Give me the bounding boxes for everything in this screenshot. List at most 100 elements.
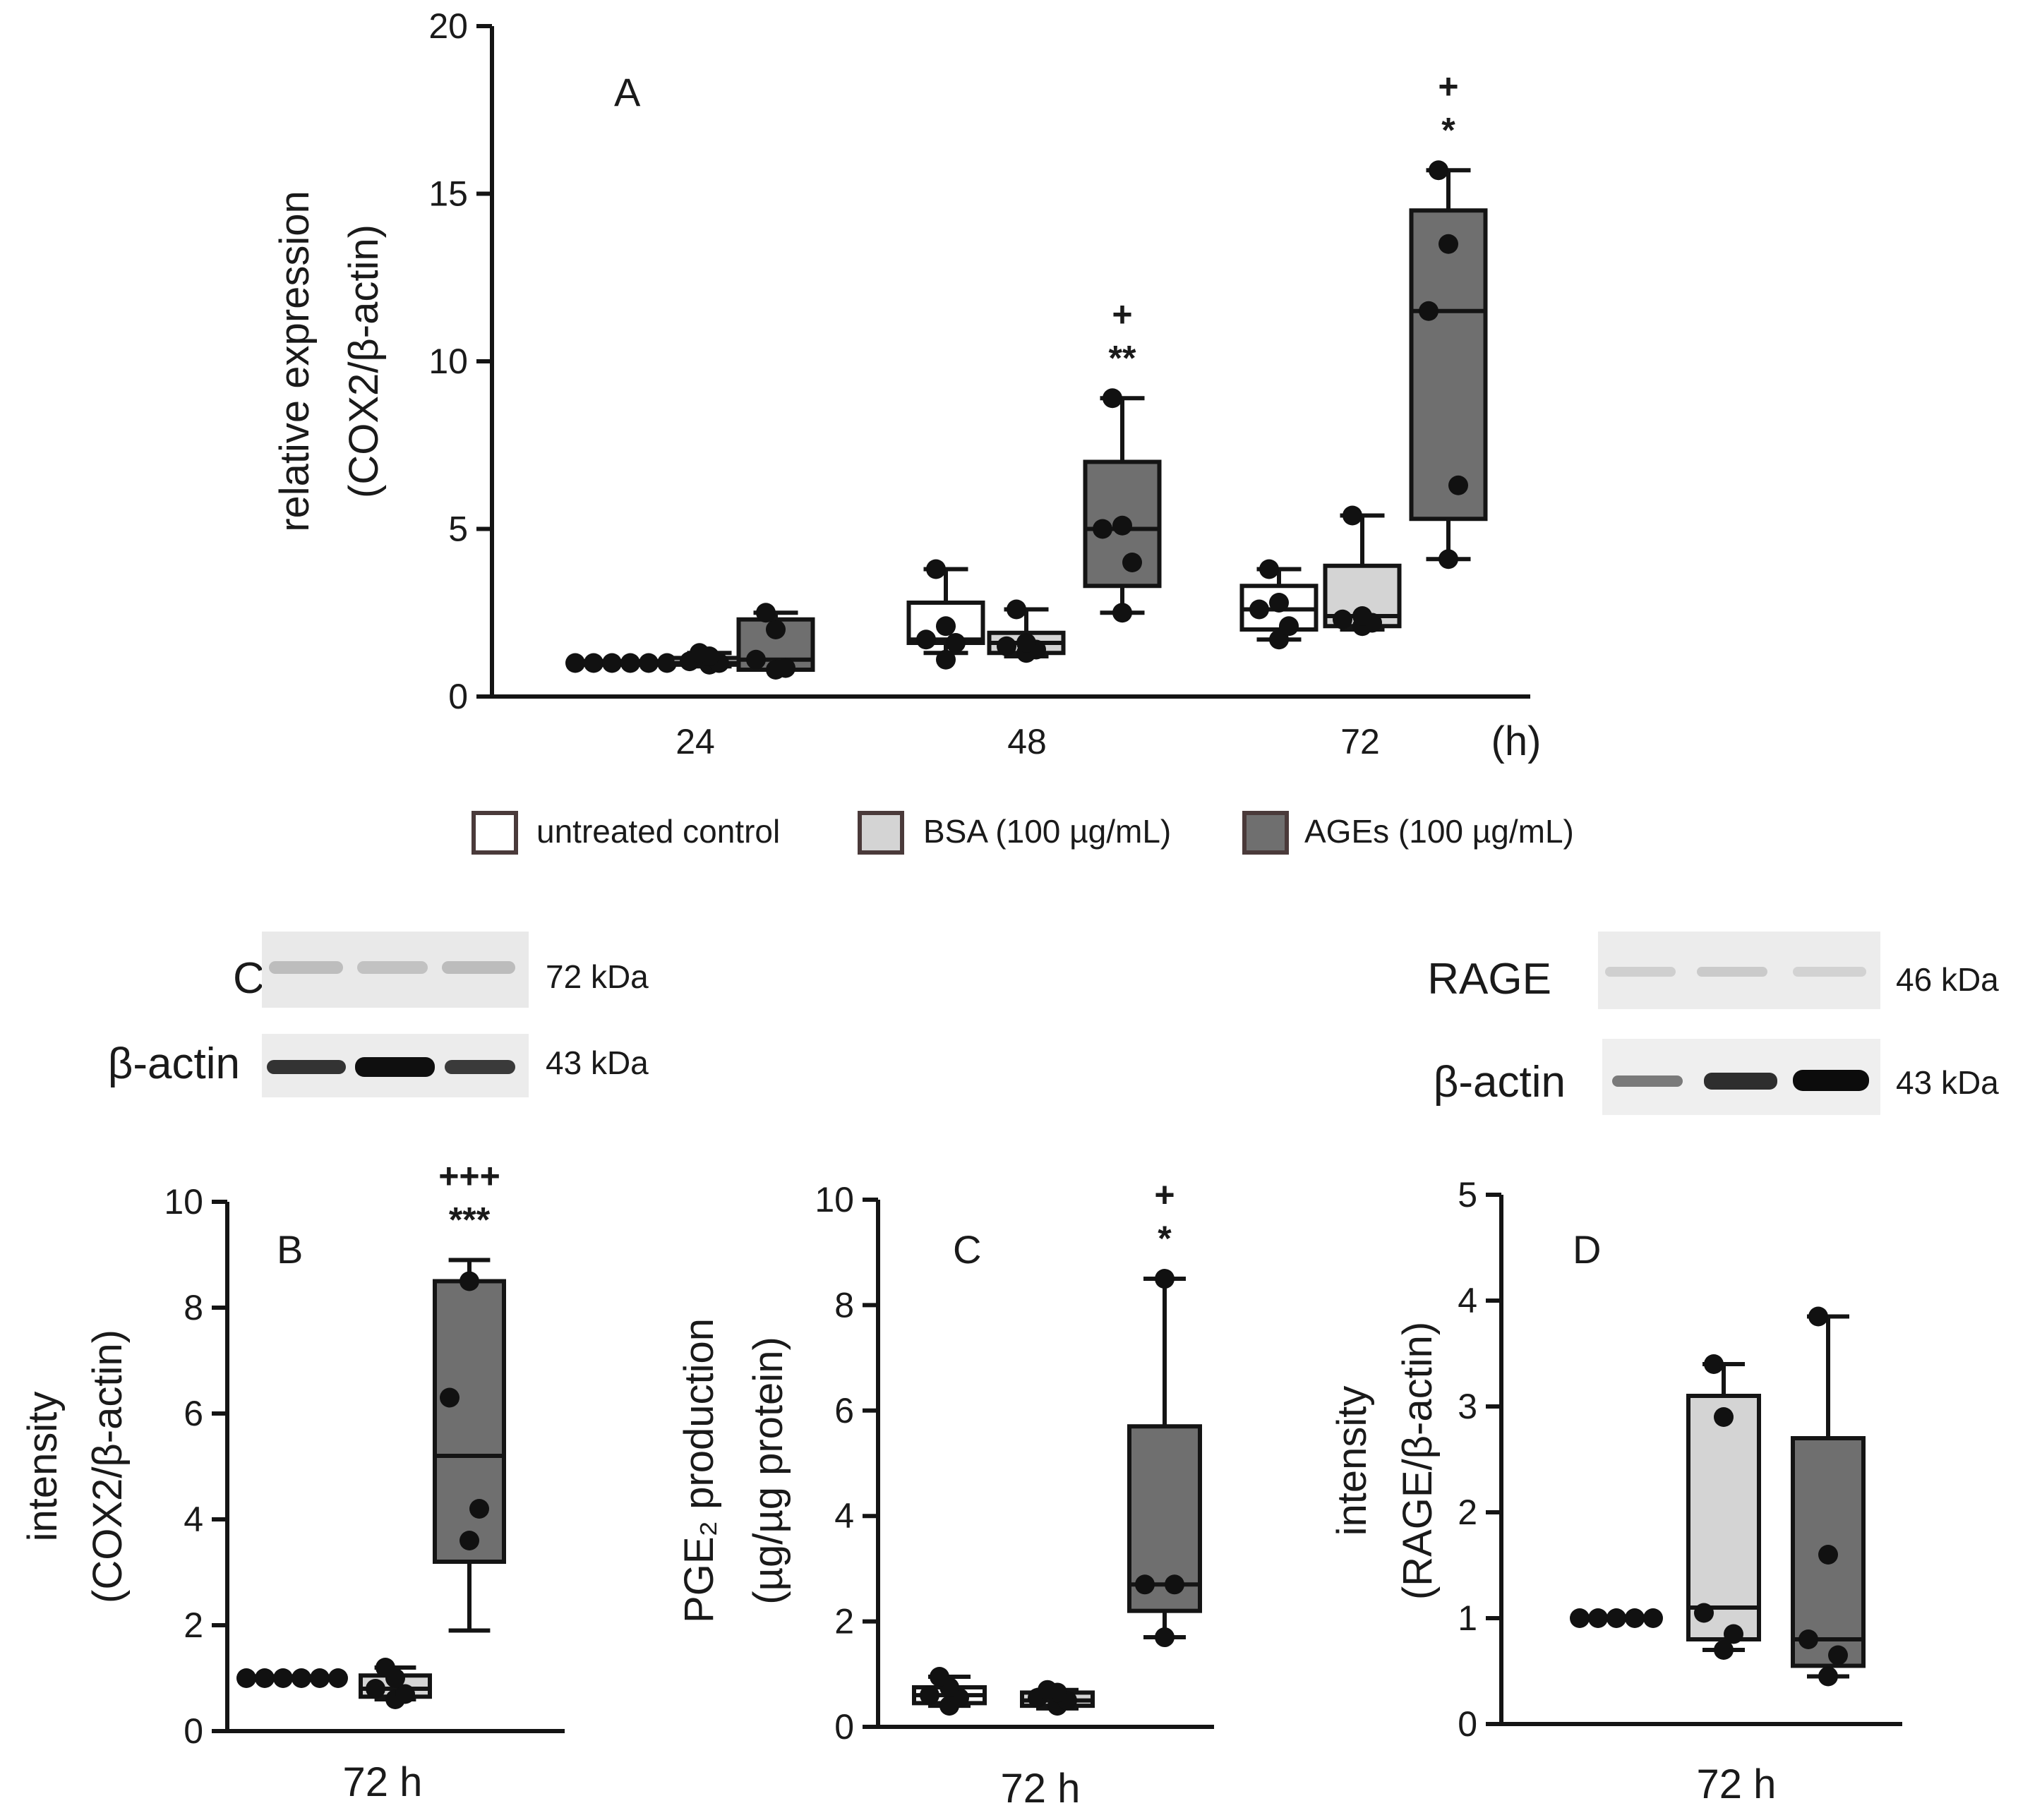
panel-a-xtick-24: 24 [675, 722, 715, 761]
panel-b-bsa-point-4 [376, 1658, 395, 1677]
panel-b-bsa-point-1 [395, 1684, 415, 1704]
panel-d-label: D [1573, 1227, 1601, 1272]
panel-c-significance-0-0: * [1158, 1219, 1172, 1258]
panel-a-untreated-24h-point-4 [639, 653, 659, 673]
panel-b-ages-point-3 [460, 1271, 479, 1291]
panel-d-bsa-point-0 [1714, 1640, 1734, 1660]
panel-a-untreated-72h-point-4 [1259, 559, 1279, 579]
panel-d-ytick-label-4: 4 [1458, 1281, 1477, 1320]
legend-swatch-untreated [472, 811, 518, 855]
panel-c-ylabel-line2: (µg/µg protein) [745, 1337, 791, 1605]
panel-a-ages-48h-point-1 [1122, 553, 1142, 572]
panel-d-y-ticks: 0 1 2 3 4 5 [1458, 1175, 1501, 1744]
panel-d-bsa-point-2 [1694, 1603, 1714, 1623]
panel-d-ylabel-line2: (RAGE/β-actin) [1395, 1322, 1441, 1600]
panel-a-untreated-48h-point-3 [936, 616, 956, 637]
panel-c-y-ticks: 0 2 4 6 8 10 [815, 1180, 878, 1747]
panel-b-ytick-label-3: 6 [184, 1394, 203, 1433]
panel-b-ytick-label-5: 10 [164, 1182, 203, 1222]
blot-actin-left-band-1 [267, 1060, 346, 1074]
panel-a-ages-72h-point-0 [1439, 549, 1458, 569]
panel-b-untreated-point-3 [292, 1668, 311, 1688]
panel-a-ages-48h-point-2 [1093, 519, 1112, 539]
panel-a-ages-72h-point-4 [1429, 160, 1448, 181]
panel-a-ages-24h-point-1 [776, 658, 795, 678]
panel-a-ages-72h-box [1409, 208, 1488, 522]
panel-b-marks: *** +++ [236, 1157, 506, 1709]
blot-right: RAGE 46 kDa β-actin 43 kDa [1427, 932, 1999, 1115]
panel-b-label: B [277, 1227, 303, 1272]
panel-b-ages-box [433, 1279, 506, 1564]
legend-label-bsa: BSA (100 µg/mL) [923, 813, 1171, 850]
panel-d-untreated-point-2 [1606, 1608, 1626, 1628]
blot-left: COX2 72 kDa β-actin 43 kDa [108, 932, 649, 1097]
panel-c: C PGE₂ production (µg/µg protein) 72 h 0… [676, 1175, 1214, 1812]
panel-a-label: A [614, 70, 641, 114]
panel-b-untreated-point-4 [310, 1668, 330, 1688]
panel-a-untreated-72h-point-2 [1249, 599, 1269, 620]
panel-c-ytick-label-0: 0 [834, 1707, 854, 1747]
panel-b-y-ticks: 0 2 4 6 8 10 [164, 1182, 227, 1751]
blot-cox2-kda: 72 kDa [546, 958, 649, 995]
panel-b-untreated-point-2 [273, 1668, 293, 1688]
panel-a-significance-1-1: + [1438, 66, 1458, 106]
panel-a-ages-72h-point-1 [1448, 475, 1468, 495]
panel-a-significance-0-1: + [1112, 294, 1132, 334]
panel-a-untreated-48h-point-2 [916, 629, 936, 650]
panel-c-ylabel-line1: PGE₂ production [676, 1318, 722, 1623]
panel-d-untreated-point-4 [1643, 1608, 1663, 1628]
panel-b-untreated-point-0 [236, 1668, 256, 1688]
panel-a-significance-0-0: ** [1109, 338, 1136, 378]
panel-a: A relative expression (COX2/β-actin) 24 … [272, 6, 1541, 764]
panel-d-ylabel-line1: intensity [1329, 1386, 1375, 1536]
panel-d-untreated-point-3 [1625, 1608, 1645, 1628]
panel-a-ages-72h-point-2 [1419, 301, 1439, 321]
panel-d-ytick-label-3: 3 [1458, 1387, 1477, 1426]
panel-d-untreated-point-1 [1588, 1608, 1608, 1628]
panel-a-ages-24h-point-2 [746, 649, 766, 670]
panel-a-xtick-48: 48 [1007, 722, 1047, 761]
panel-d-ytick-label-0: 0 [1458, 1704, 1477, 1744]
panel-a-ages-24h-point-3 [766, 620, 786, 639]
panel-a-bsa-72h-point-3 [1352, 606, 1372, 626]
panel-c-ytick-label-4: 8 [834, 1285, 854, 1325]
panel-a-ages-72h-point-3 [1439, 234, 1458, 254]
blot-actin-right-kda: 43 kDa [1896, 1064, 1999, 1101]
legend-label-ages: AGEs (100 µg/mL) [1304, 813, 1574, 850]
panel-c-significance-0-1: + [1154, 1175, 1175, 1215]
panel-b-significance-0-1: +++ [438, 1157, 500, 1196]
legend-swatch-bsa [858, 811, 904, 855]
panel-b-ylabel-line1: intensity [20, 1392, 66, 1542]
blot-rage-band-1 [1605, 967, 1676, 977]
panel-a-ages-24h-point-4 [756, 603, 776, 623]
panel-b: B intensity (COX2/β-actin) 72 h 0246810 … [20, 1157, 565, 1805]
panel-d: D intensity (RAGE/β-actin) 72 h 0 1 2 3 4 5 [1329, 1175, 1902, 1807]
blot-actin-left-band-2 [355, 1057, 435, 1077]
panel-b-ages-point-2 [440, 1387, 460, 1408]
panel-a-ylabel-line1: relative expression [272, 191, 318, 532]
blot-cox2-band-2 [357, 961, 428, 974]
panel-c-xlabel: 72 h [1001, 1766, 1081, 1812]
panel-a-untreated-72h-point-1 [1279, 616, 1299, 637]
panel-d-bsa-point-1 [1724, 1624, 1743, 1644]
panel-a-xlabel: (h) [1491, 718, 1542, 764]
panel-a-ytick-label-4: 20 [428, 6, 468, 46]
panel-c-bsa-point-4 [1038, 1680, 1057, 1700]
panel-c-ages-point-2 [1135, 1574, 1155, 1595]
panel-b-untreated-point-5 [328, 1668, 348, 1688]
blot-actin-right-band-3 [1793, 1070, 1869, 1091]
panel-a-ytick-label-3: 15 [428, 174, 468, 214]
legend-swatch-ages [1242, 811, 1289, 855]
panel-a-bsa-72h-point-4 [1343, 505, 1362, 526]
panel-a-ages-48h-point-0 [1112, 603, 1132, 623]
panel-b-ytick-label-4: 8 [184, 1288, 203, 1327]
panel-a-untreated-24h-point-0 [565, 653, 585, 673]
panel-b-ages-point-1 [469, 1499, 489, 1519]
panel-b-ytick-label-0: 0 [184, 1711, 203, 1751]
panel-c-ytick-label-3: 6 [834, 1391, 854, 1430]
blot-rage-band-2 [1697, 967, 1767, 977]
panel-a-y-ticks: 0 5 10 15 20 [428, 6, 492, 716]
panel-d-ytick-label-5: 5 [1458, 1175, 1477, 1215]
blot-rage-band-3 [1793, 967, 1866, 977]
